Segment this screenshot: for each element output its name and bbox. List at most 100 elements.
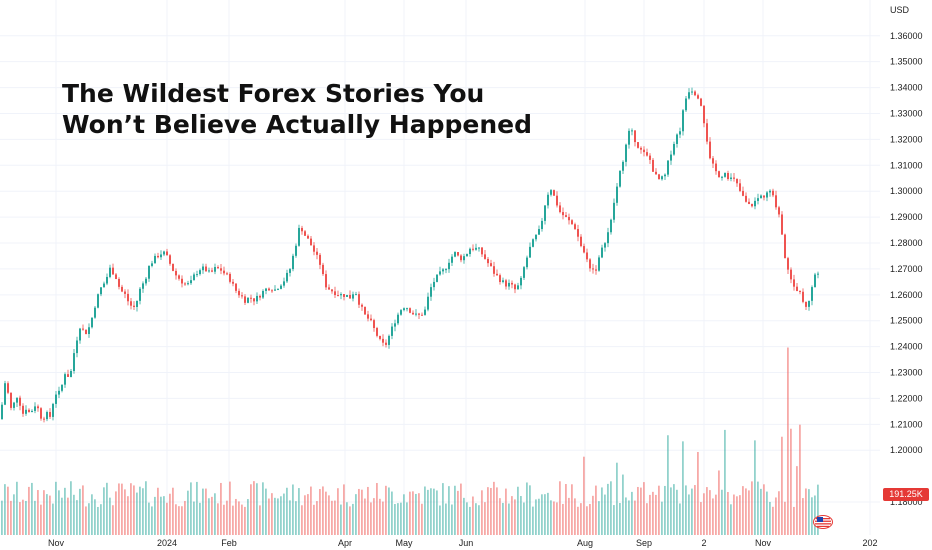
candle bbox=[784, 233, 786, 259]
candle bbox=[1, 402, 3, 420]
volume-bar bbox=[136, 492, 138, 535]
candle-body bbox=[310, 238, 312, 246]
volume-bar bbox=[637, 486, 639, 535]
candle-body bbox=[511, 282, 513, 285]
candle bbox=[631, 128, 633, 136]
candle bbox=[424, 306, 426, 316]
candle bbox=[268, 287, 270, 291]
candle bbox=[298, 224, 300, 247]
volume-bar bbox=[577, 506, 579, 535]
candle bbox=[766, 190, 768, 202]
volume-bar bbox=[73, 494, 75, 535]
candle-body bbox=[574, 224, 576, 230]
candle bbox=[55, 390, 57, 408]
candle-body bbox=[58, 390, 60, 395]
candle bbox=[484, 250, 486, 260]
volume-bar bbox=[382, 501, 384, 535]
candle bbox=[517, 282, 519, 290]
volume-bar bbox=[544, 494, 546, 535]
candle bbox=[307, 234, 309, 239]
candle bbox=[418, 312, 420, 320]
candle-body bbox=[478, 247, 480, 249]
candle-body bbox=[364, 306, 366, 315]
volume-bar bbox=[733, 494, 735, 535]
volume-bar bbox=[553, 501, 555, 535]
volume-bar bbox=[724, 429, 726, 535]
candle bbox=[373, 318, 375, 332]
candle bbox=[127, 289, 129, 306]
candle-body bbox=[535, 234, 537, 240]
candle-body bbox=[151, 263, 153, 266]
candle-body bbox=[121, 286, 123, 292]
candle bbox=[325, 270, 327, 291]
candle-body bbox=[271, 290, 273, 292]
candle-body bbox=[457, 252, 459, 256]
volume-bar bbox=[586, 506, 588, 535]
volume-bar bbox=[766, 491, 768, 535]
candle bbox=[82, 324, 84, 331]
candle bbox=[487, 257, 489, 267]
currency-label[interactable]: USD bbox=[890, 5, 910, 15]
volume-bar bbox=[796, 466, 798, 535]
candle-body bbox=[427, 296, 429, 310]
candle bbox=[496, 269, 498, 277]
candle bbox=[535, 234, 537, 242]
us-flag-icon[interactable] bbox=[813, 515, 833, 529]
volume-bar bbox=[340, 504, 342, 535]
candle-body bbox=[631, 130, 633, 132]
candle-body bbox=[460, 255, 462, 261]
candle bbox=[286, 269, 288, 284]
candle-body bbox=[448, 262, 450, 270]
candle bbox=[205, 263, 207, 272]
volume-bar bbox=[361, 489, 363, 535]
volume-bar bbox=[655, 494, 657, 535]
volume-bar bbox=[661, 501, 663, 535]
candle-body bbox=[679, 131, 681, 135]
candle bbox=[148, 265, 150, 282]
candle-body bbox=[766, 192, 768, 198]
volume-bar bbox=[802, 498, 804, 535]
volume-bar bbox=[280, 496, 282, 535]
candle-body bbox=[196, 274, 198, 276]
volume-bar bbox=[403, 494, 405, 535]
candle-body bbox=[70, 371, 72, 377]
volume-bar bbox=[109, 497, 111, 535]
volume-bar bbox=[439, 505, 441, 535]
volume-bar bbox=[667, 435, 669, 535]
candle-body bbox=[292, 255, 294, 270]
volume-bar bbox=[415, 493, 417, 535]
volume-bar bbox=[790, 428, 792, 535]
candle bbox=[433, 277, 435, 291]
candle-body bbox=[202, 266, 204, 271]
candle bbox=[808, 300, 810, 311]
volume-bar bbox=[10, 500, 12, 535]
candle-body bbox=[1, 404, 3, 420]
candle bbox=[157, 252, 159, 259]
volume-bar bbox=[22, 499, 24, 535]
volume-bar bbox=[670, 487, 672, 535]
candle bbox=[367, 310, 369, 322]
candle-body bbox=[784, 234, 786, 259]
volume-bar bbox=[721, 489, 723, 535]
candle bbox=[151, 260, 153, 268]
candle bbox=[682, 108, 684, 136]
candle-body bbox=[301, 227, 303, 232]
candle-body bbox=[748, 201, 750, 205]
candle bbox=[385, 339, 387, 348]
candle bbox=[562, 207, 564, 220]
candle-body bbox=[556, 195, 558, 206]
candle-body bbox=[415, 313, 417, 315]
volume-bar bbox=[547, 492, 549, 535]
candle-body bbox=[526, 257, 528, 268]
candle bbox=[358, 291, 360, 309]
candle bbox=[133, 301, 135, 310]
volume-bar bbox=[691, 488, 693, 535]
volume-bar bbox=[454, 485, 456, 535]
candle-body bbox=[19, 397, 21, 406]
price-tick-label: 1.26000 bbox=[890, 290, 923, 300]
volume-bar bbox=[1, 500, 3, 535]
candle-body bbox=[418, 313, 420, 315]
candle bbox=[370, 314, 372, 322]
volume-bar bbox=[556, 502, 558, 535]
candle-body bbox=[367, 314, 369, 319]
